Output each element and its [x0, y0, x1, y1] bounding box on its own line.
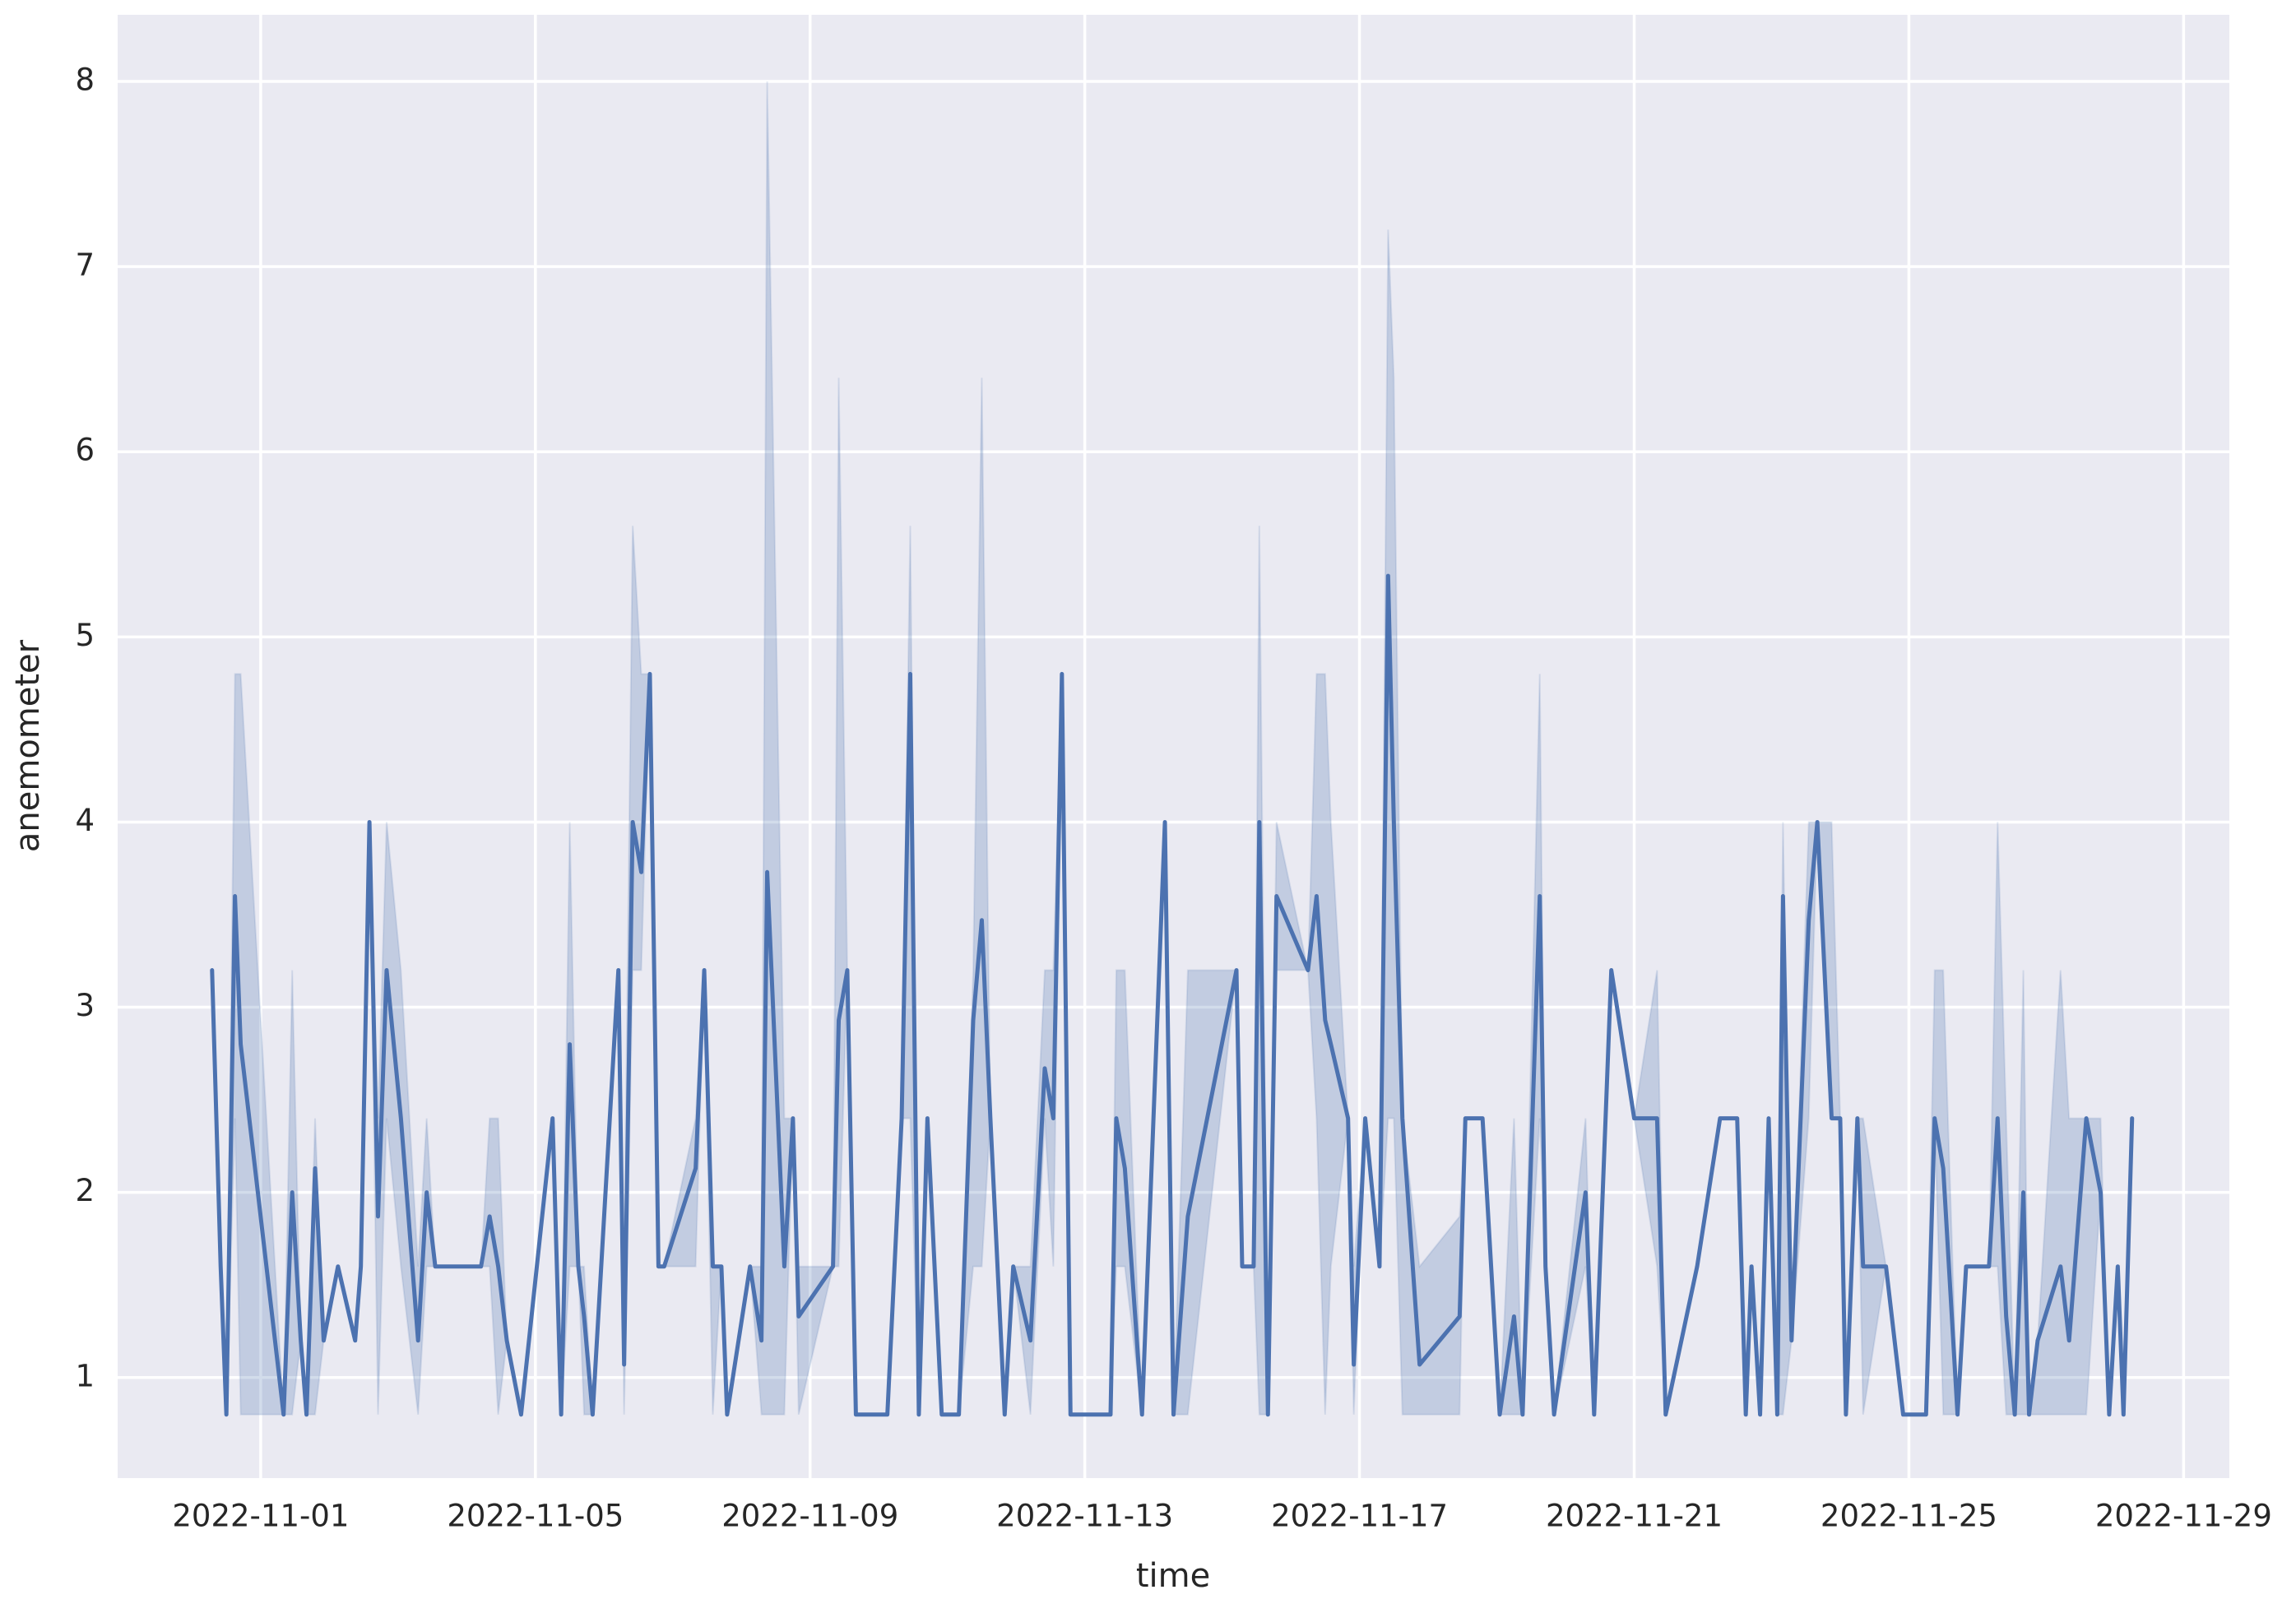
y-tick-label: 8	[75, 63, 95, 98]
x-tick-label: 2022-11-21	[1546, 1499, 1723, 1534]
line	[210, 573, 2135, 1417]
x-axis-label: time	[1136, 1557, 1210, 1595]
y-tick-label: 5	[75, 618, 95, 653]
x-tick-label: 2022-11-05	[447, 1499, 624, 1534]
x-tick-label: 2022-11-09	[721, 1499, 898, 1534]
x-tick-label: 2022-11-17	[1271, 1499, 1448, 1534]
x-tick-label: 2022-11-29	[2095, 1499, 2272, 1534]
y-tick-label: 6	[75, 433, 95, 468]
y-tick-label: 4	[75, 803, 95, 838]
y-tick-label: 7	[75, 248, 95, 283]
y-tick-label: 1	[75, 1358, 95, 1393]
y-tick-label: 3	[75, 988, 95, 1023]
plot-area	[118, 15, 2229, 1478]
y-axis-label: anemometer	[9, 639, 47, 852]
x-tick-label: 2022-11-01	[172, 1499, 349, 1534]
x-tick-label: 2022-11-13	[996, 1499, 1173, 1534]
y-tick-label: 2	[75, 1173, 95, 1208]
x-tick-label: 2022-11-25	[1821, 1499, 1997, 1534]
